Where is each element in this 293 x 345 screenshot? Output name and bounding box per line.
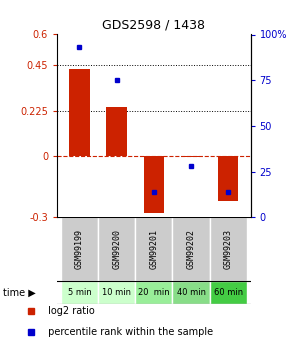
Bar bbox=[106, 107, 127, 156]
Bar bbox=[209, 217, 247, 281]
Text: 10 min: 10 min bbox=[102, 288, 131, 297]
Text: 20  min: 20 min bbox=[138, 288, 170, 297]
Text: GSM99201: GSM99201 bbox=[149, 229, 158, 269]
Bar bbox=[69, 69, 90, 156]
Bar bbox=[98, 217, 135, 281]
Bar bbox=[61, 217, 98, 281]
Text: time ▶: time ▶ bbox=[3, 287, 36, 297]
Bar bbox=[181, 156, 201, 157]
Bar bbox=[98, 281, 135, 304]
Bar bbox=[61, 281, 98, 304]
Bar bbox=[144, 156, 164, 213]
Bar bbox=[209, 281, 247, 304]
Bar bbox=[135, 217, 172, 281]
Text: 40 min: 40 min bbox=[176, 288, 205, 297]
Title: GDS2598 / 1438: GDS2598 / 1438 bbox=[102, 19, 205, 32]
Bar bbox=[135, 281, 172, 304]
Text: GSM99203: GSM99203 bbox=[224, 229, 233, 269]
Text: 60 min: 60 min bbox=[214, 288, 243, 297]
Text: log2 ratio: log2 ratio bbox=[45, 306, 94, 316]
Text: GSM99200: GSM99200 bbox=[112, 229, 121, 269]
Bar bbox=[172, 217, 209, 281]
Bar bbox=[172, 281, 209, 304]
Text: GSM99202: GSM99202 bbox=[187, 229, 195, 269]
Text: percentile rank within the sample: percentile rank within the sample bbox=[45, 327, 213, 337]
Bar bbox=[218, 156, 239, 201]
Text: GSM99199: GSM99199 bbox=[75, 229, 84, 269]
Text: 5 min: 5 min bbox=[68, 288, 91, 297]
